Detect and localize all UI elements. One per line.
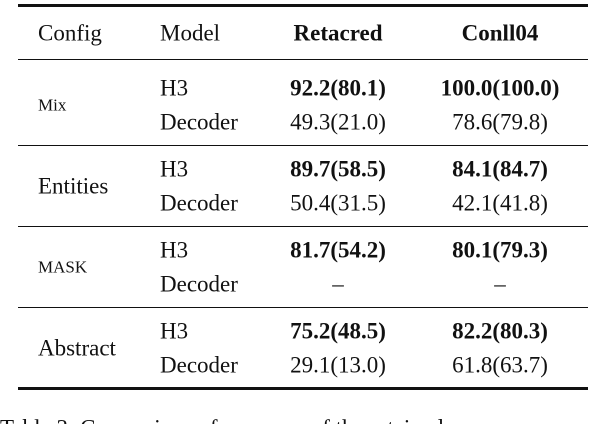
header-cell: Conll04 <box>461 20 539 46</box>
value-cell: 29.1(13.0) <box>290 352 386 378</box>
config-cell: MASK <box>38 257 88 277</box>
value-cell: 89.7(58.5) <box>290 156 386 182</box>
rule <box>18 145 588 147</box>
rule <box>18 226 588 228</box>
model-cell: H3 <box>160 75 189 101</box>
value-cell: 42.1(41.8) <box>452 190 548 216</box>
model-cell: Decoder <box>160 352 238 378</box>
value-cell: – <box>494 271 506 297</box>
rule <box>18 59 588 61</box>
value-cell: 61.8(63.7) <box>452 352 548 378</box>
rule <box>18 307 588 309</box>
caption: Table 3: Comparison of accuracy of the r… <box>0 417 444 424</box>
model-cell: H3 <box>160 237 189 263</box>
config-cell: Entities <box>38 173 109 199</box>
value-cell: 82.2(80.3) <box>452 318 548 344</box>
value-cell: 80.1(79.3) <box>452 237 548 263</box>
model-cell: H3 <box>160 156 189 182</box>
config-cell: Mix <box>38 95 67 115</box>
model-cell: H3 <box>160 318 189 344</box>
value-cell: 81.7(54.2) <box>290 237 386 263</box>
value-cell: 49.3(21.0) <box>290 109 386 135</box>
value-cell: 50.4(31.5) <box>290 190 386 216</box>
config-cell: Abstract <box>38 335 116 361</box>
model-cell: Decoder <box>160 190 238 216</box>
header-cell: Config <box>38 20 102 46</box>
model-cell: Decoder <box>160 271 238 297</box>
header-cell: Retacred <box>293 20 383 46</box>
value-cell: 92.2(80.1) <box>290 75 386 101</box>
value-cell: 78.6(79.8) <box>452 109 548 135</box>
model-cell: Decoder <box>160 109 238 135</box>
value-cell: – <box>332 271 344 297</box>
header-cell: Model <box>160 20 221 46</box>
value-cell: 100.0(100.0) <box>440 75 560 101</box>
rule <box>18 4 588 7</box>
value-cell: 84.1(84.7) <box>452 156 548 182</box>
rule <box>18 387 588 390</box>
value-cell: 75.2(48.5) <box>290 318 386 344</box>
